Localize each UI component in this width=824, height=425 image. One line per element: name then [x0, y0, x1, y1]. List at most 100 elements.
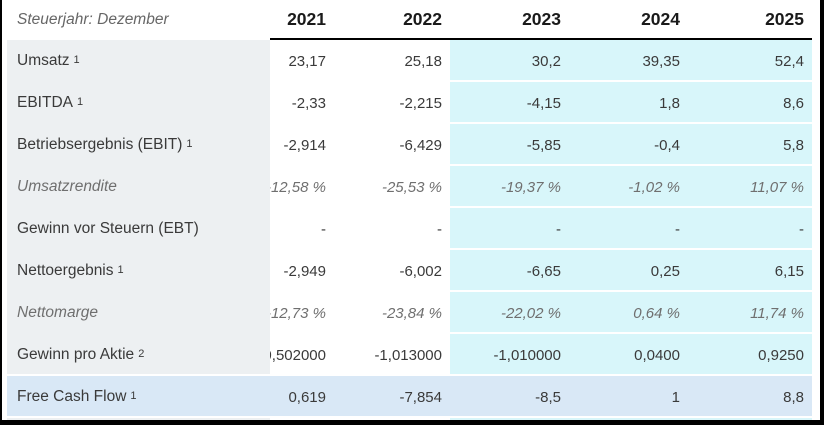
metric-value: 0,64 % — [633, 304, 680, 322]
metric-value: 11,74 % — [750, 304, 804, 322]
metric-value-cell: 11,07 % — [688, 166, 812, 208]
row-label: Gewinn pro Aktie 2 — [7, 334, 270, 376]
metric-value: -1,013000 — [374, 346, 442, 364]
metric-value: 25,18 — [404, 52, 442, 70]
metric-name: Nettomarge — [17, 304, 98, 321]
metric-value-cell: 52,4 — [688, 40, 812, 82]
metric-value: 1,8 — [659, 94, 680, 112]
metric-value-cell: 23,17 — [270, 40, 334, 82]
metric-value: -12,73 % — [270, 304, 326, 322]
metric-value: 39,35 — [642, 52, 680, 70]
metric-value-cell: 5,8 — [688, 124, 812, 166]
row-label: Umsatz 1 — [7, 40, 270, 82]
metric-value: -19,37 % — [500, 178, 561, 196]
metric-value: 0,25 — [650, 262, 680, 280]
clipped-next-row — [334, 418, 450, 420]
metric-value: 6,15 — [774, 262, 804, 280]
metric-value: 8,6 — [783, 94, 804, 112]
metric-value: -2,215 — [399, 94, 442, 112]
metric-value: - — [321, 220, 326, 238]
metric-value-cell: - — [334, 208, 450, 250]
metric-value: - — [437, 220, 442, 238]
metric-value-cell: 25,18 — [334, 40, 450, 82]
metric-value-cell: 11,74 % — [688, 292, 812, 334]
clipped-next-row — [270, 418, 334, 420]
row-label: Umsatzrendite — [7, 166, 270, 208]
metric-value: -23,84 % — [381, 304, 442, 322]
metric-value: - — [556, 220, 561, 238]
metric-value-cell: 1,8 — [569, 82, 688, 124]
metric-value: 0,619 — [288, 388, 326, 406]
metric-value: -6,002 — [399, 262, 442, 280]
metric-name: Umsatz — [17, 52, 70, 69]
metric-value: -22,02 % — [500, 304, 561, 322]
clipped-next-row — [688, 418, 812, 420]
metric-value: -0,4 — [654, 136, 680, 154]
metric-value-cell: 8,6 — [688, 82, 812, 124]
metric-value-cell: -1,013000 — [334, 334, 450, 376]
metric-value-cell: -25,53 % — [334, 166, 450, 208]
metric-value-cell: 0,619 — [270, 376, 334, 418]
metric-value-cell: -4,15 — [450, 82, 569, 124]
row-label: Gewinn vor Steuern (EBT) — [7, 208, 270, 250]
metric-value-cell: -2,215 — [334, 82, 450, 124]
metric-value: 30,2 — [531, 52, 561, 70]
metric-value-cell: 0,0400 — [569, 334, 688, 376]
metric-value: 11,07 % — [750, 178, 804, 196]
metric-value-cell: 1 — [569, 376, 688, 418]
metric-value-cell: 0,64 % — [569, 292, 688, 334]
clipped-next-row — [7, 418, 270, 420]
metric-value-cell: -0,4 — [569, 124, 688, 166]
year-header-2023: 2023 — [450, 0, 569, 40]
metric-value: 52,4 — [774, 52, 804, 70]
row-label: Nettoergebnis 1 — [7, 250, 270, 292]
row-label: Nettomarge — [7, 292, 270, 334]
metric-value-cell: -23,84 % — [334, 292, 450, 334]
metric-value: - — [799, 220, 804, 238]
metric-value-cell: 39,35 — [569, 40, 688, 82]
metric-value-cell: - — [270, 208, 334, 250]
metric-value: -5,85 — [526, 136, 561, 154]
metric-value: -8,5 — [535, 388, 561, 406]
year-header-2024: 2024 — [569, 0, 688, 40]
metric-value-cell: -0,502000 — [270, 334, 334, 376]
metric-value-cell: 8,8 — [688, 376, 812, 418]
metric-value: -1,010000 — [493, 346, 561, 364]
metric-value: -4,15 — [526, 94, 561, 112]
metric-value-cell: -6,002 — [334, 250, 450, 292]
metric-value-cell: 30,2 — [450, 40, 569, 82]
metric-value-cell: 0,25 — [569, 250, 688, 292]
metric-value-cell: -2,33 — [270, 82, 334, 124]
metric-value-cell: -6,65 — [450, 250, 569, 292]
metric-value-cell: -1,02 % — [569, 166, 688, 208]
metric-value: 0,9250 — [758, 346, 804, 364]
metric-name: Gewinn vor Steuern (EBT) — [17, 220, 199, 237]
metric-value-cell: -2,914 — [270, 124, 334, 166]
metric-value: 1 — [671, 388, 680, 406]
metric-name: Betriebsergebnis (EBIT) — [17, 136, 183, 153]
metric-value: -0,502000 — [270, 346, 326, 364]
metric-value-cell: -6,429 — [334, 124, 450, 166]
metric-value: -6,65 — [526, 262, 561, 280]
metric-value-cell: -8,5 — [450, 376, 569, 418]
metric-name: Gewinn pro Aktie — [17, 346, 135, 363]
row-label: EBITDA 1 — [7, 82, 270, 124]
metric-value: -2,949 — [283, 262, 326, 280]
metric-value-cell: 0,9250 — [688, 334, 812, 376]
clipped-next-row — [450, 418, 569, 420]
clipped-next-row — [569, 418, 688, 420]
row-label: Betriebsergebnis (EBIT) 1 — [7, 124, 270, 166]
metric-value: 0,0400 — [634, 346, 680, 364]
financials-table: Steuerjahr: Dezember 2021 2022 2023 2024… — [7, 0, 812, 420]
metric-value-cell: -12,58 % — [270, 166, 334, 208]
metric-value: 5,8 — [783, 136, 804, 154]
metric-value-cell: -12,73 % — [270, 292, 334, 334]
metric-value: -2,914 — [283, 136, 326, 154]
metric-value: -7,854 — [399, 388, 442, 406]
metric-name: Nettoergebnis — [17, 262, 114, 279]
metric-value: 8,8 — [783, 388, 804, 406]
year-header-2022: 2022 — [334, 0, 450, 40]
metric-name: Umsatzrendite — [17, 178, 117, 195]
metric-value-cell: -5,85 — [450, 124, 569, 166]
